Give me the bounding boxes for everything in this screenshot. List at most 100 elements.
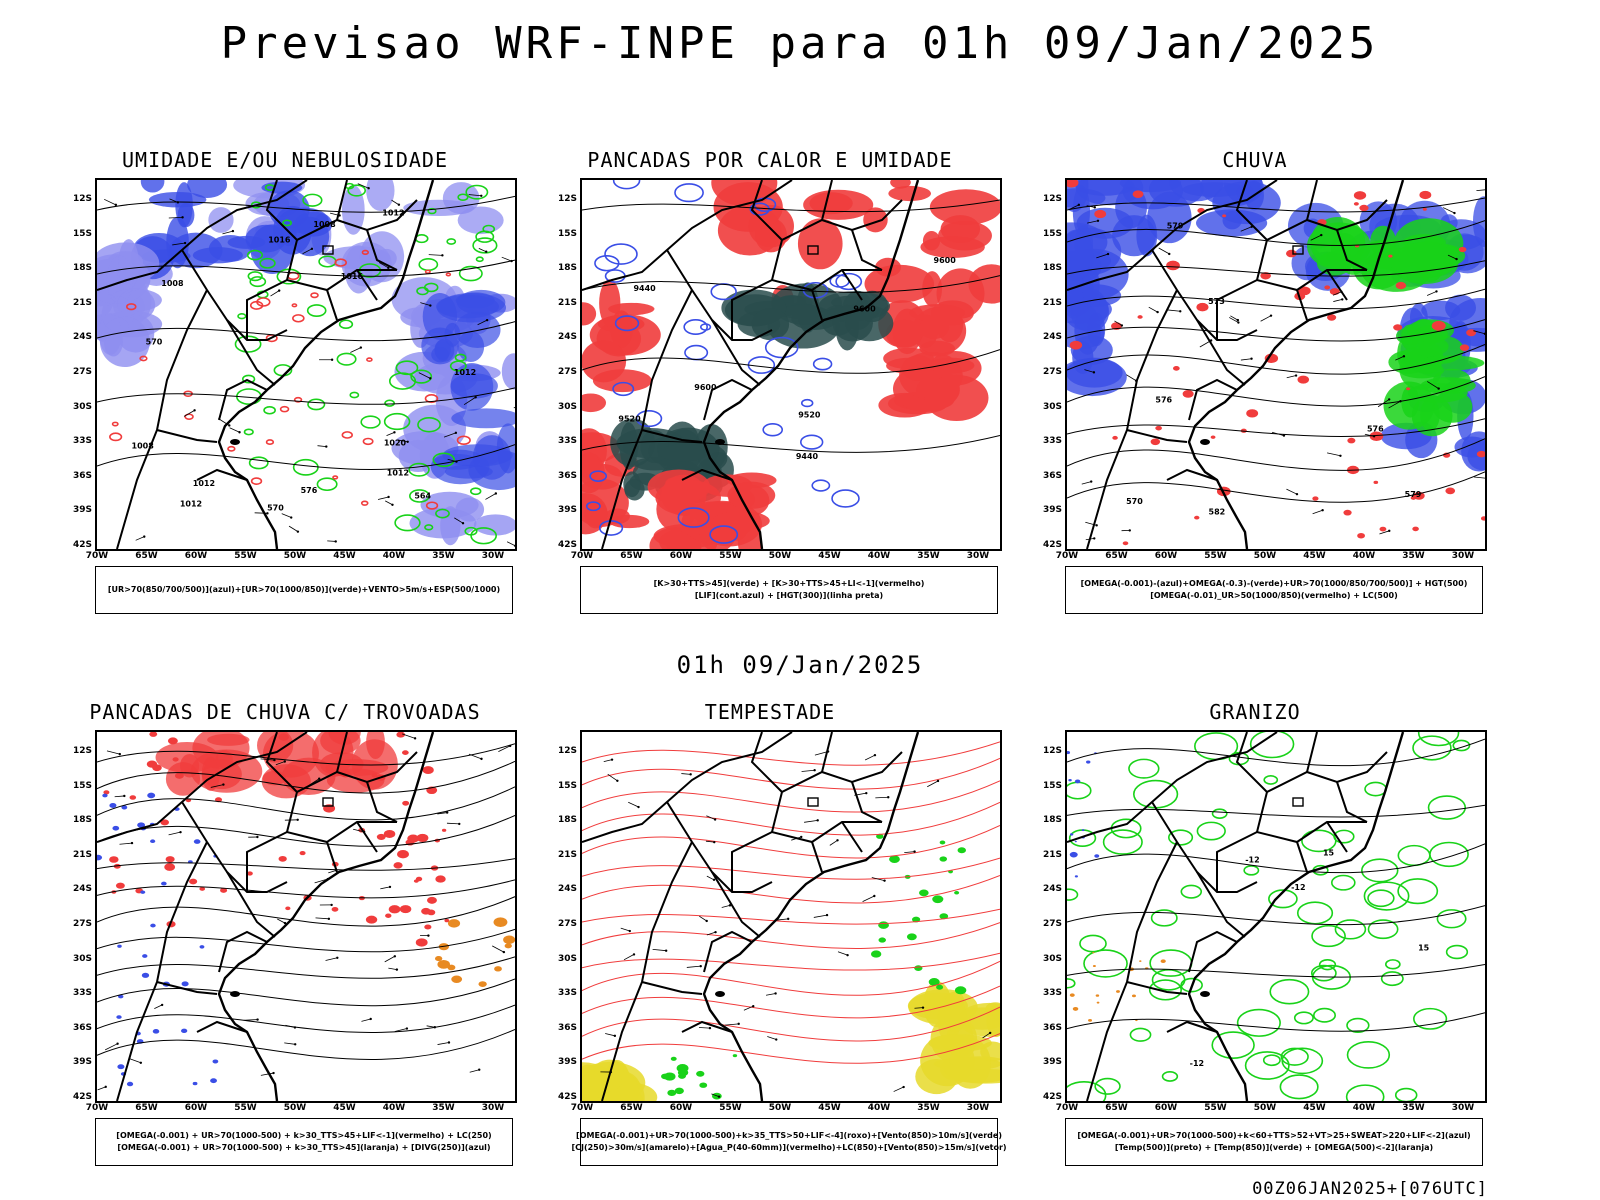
latitude-tick-label: 18S [557,263,577,274]
forecast-time: 01h 09/Jan/2025 [676,651,924,679]
latitude-tick-label: 36S [557,470,577,481]
panel-pancadas-calor: PANCADAS POR CALOR E UMIDADE 9600 9600 9600… [535,148,1005,628]
legend-box: [UR>70(850/700/500)](azul)+[UR>70(1000/8… [95,566,513,614]
longitude-tick-label: 40W [867,551,891,561]
latitude-tick-label: 18S [72,263,92,274]
latitude-tick-label: 42S [72,1092,92,1102]
longitude-tick-label: 55W [234,551,257,561]
wind-vectors [104,183,515,547]
latitude-tick-label: 33S [1042,436,1062,447]
latitude-tick-label: 39S [557,505,577,516]
contour-label: 1012 [454,368,476,377]
field-patches [1067,751,1100,878]
panel-chuva: CHUVA 582 579 576 573 570 576 579 12S 15S 18S 21S 24… [1020,148,1490,628]
latitude-tick-label: 39S [1042,505,1062,516]
legend-line: [Temp(500)](preto) + [Temp(850)](verde) … [1114,1143,1434,1152]
longitude-tick-label: 35W [917,1103,940,1113]
longitude-tick-label: 65W [620,1103,643,1113]
field-shading [711,180,1000,319]
field-shading [1067,180,1281,257]
contour-label: -12 [1291,883,1305,892]
contour-label: 570 [267,504,284,513]
latitude-tick-label: 21S [1042,849,1062,860]
contour-value-labels: 1012 1012 1012 1016 1008 1008 1012 1008 1012 1016… [132,209,477,513]
contour-label: 1008 [132,442,155,451]
legend-box: [OMEGA(-0.001) + UR>70(1000-500) + k>30_… [95,1118,513,1166]
country-borders [1067,180,1405,549]
longitude-tick-label: 40W [867,1103,891,1113]
legend-box: [K>30+TTS>45](verde) + [K>30+TTS>45+LI<-… [580,566,998,614]
longitude-tick-label: 65W [135,551,158,561]
longitude-tick-label: 45W [333,1103,356,1113]
contour-label: 15 [1323,848,1335,857]
latitude-tick-label: 27S [72,919,92,929]
contour-label: 579 [1405,490,1422,499]
longitude-tick-label: 50W [768,551,792,561]
longitude-tick-label: 65W [1105,551,1128,561]
contour-label: 1020 [384,438,407,447]
legend-line: [OMEGA(-0.001)-(azul)+OMEGA(-0.3)-(verde… [1080,579,1468,588]
longitude-tick-label: 50W [1253,551,1277,561]
latitude-tick-label: 18S [1042,263,1062,274]
longitude-tick-label: 55W [1204,1103,1227,1113]
latitude-tick-label: 39S [1042,1057,1062,1068]
panel-pancadas-trovoadas: PANCADAS DE CHUVA C/ TROVOADAS 12S 15S 18S 2… [50,700,520,1180]
latitude-tick-label: 36S [1042,470,1062,481]
longitude-tick-label: 35W [1402,551,1425,561]
longitude-tick-label: 30W [966,1103,990,1113]
legend-line: [LIF](cont.azul) + [HGT(300)](linha pret… [694,591,884,600]
longitude-tick-label: 30W [481,1103,505,1113]
longitude-tick-label: 45W [333,551,356,561]
longitude-tick-label: 40W [1352,551,1376,561]
latitude-tick-label: 30S [1042,953,1062,964]
latitude-tick-label: 15S [72,228,92,239]
contour-label: 9600 [694,383,717,392]
map-frame: 9600 9600 9600 9520 9520 9440 9440 [580,178,1002,551]
longitude-tick-label: 55W [719,1103,742,1113]
latitude-tick-label: 36S [72,1022,92,1033]
latitude-tick-label: 39S [557,1057,577,1068]
contour-label: -12 [1245,856,1259,865]
contour-lines [1067,197,1485,503]
longitude-tick-label: 30W [1451,551,1475,561]
contour-label: 1016 [341,272,364,281]
longitude-tick-label: 70W [85,551,109,561]
longitude-tick-label: 60W [184,1103,208,1113]
longitude-tick-label: 55W [234,1103,257,1113]
longitude-tick-label: 30W [481,551,505,561]
longitude-tick-label: 50W [283,1103,307,1113]
field-patches [1067,180,1485,546]
contour-label: 1008 [161,279,184,288]
contour-label: 1012 [382,209,404,218]
contour-label: 9520 [618,414,641,423]
latitude-tick-label: 27S [72,367,92,377]
longitude-tick-label: 40W [382,1103,406,1113]
latitude-tick-label: 15S [1042,228,1062,239]
latitude-tick-label: 33S [557,988,577,999]
latitude-tick-label: 42S [1042,1092,1062,1102]
contour-lines [97,743,515,1060]
legend-line: [OMEGA(-0.001)+UR>70(1000-500)+k<60+TTS>… [1077,1131,1471,1140]
contour-label: -12 [1190,1059,1204,1068]
field-shading [647,469,777,549]
wind-vectors [97,733,512,1091]
latitude-tick-label: 12S [1042,194,1062,204]
longitude-tick-label: 45W [818,551,841,561]
latitude-tick-label: 27S [557,919,577,929]
legend-line: [CJ(250)>30m/s](amarelo)+[Agua_P(40-60mm… [571,1143,1007,1152]
latitude-tick-label: 12S [557,746,577,756]
latitude-tick-label: 30S [72,953,92,964]
field-patches [870,833,967,995]
latitude-tick-label: 33S [72,988,92,999]
latitude-tick-label: 15S [557,228,577,239]
field-patches [1067,732,1471,1101]
contour-label: 1012 [180,500,202,509]
longitude-tick-label: 50W [283,551,307,561]
longitude-tick-label: 70W [570,551,594,561]
latitude-tick-label: 21S [72,849,92,860]
map-frame: 1012 1012 1012 1016 1008 1008 1012 1008 1012 1016… [95,178,517,551]
longitude-tick-label: 60W [1154,551,1178,561]
contour-label: 15 [1418,944,1430,953]
contour-label: 570 [1126,497,1143,506]
